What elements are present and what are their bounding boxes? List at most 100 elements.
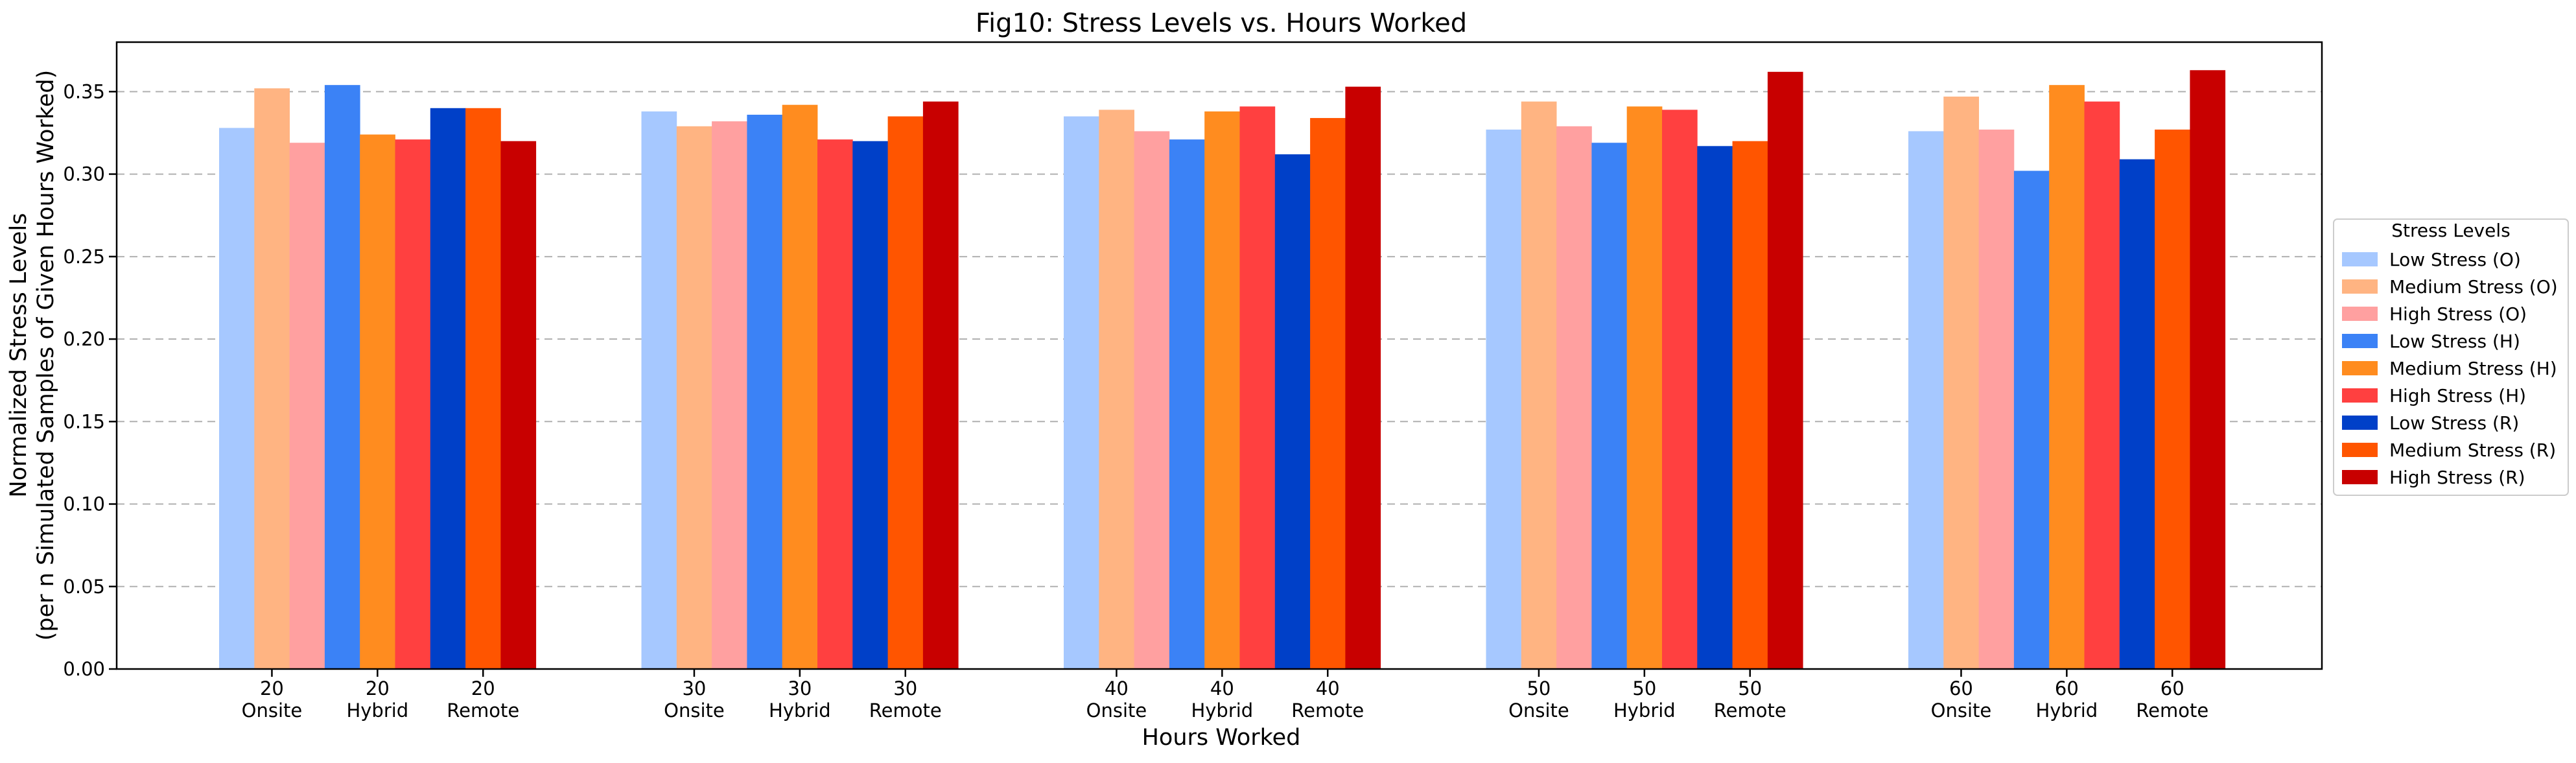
- legend: Stress Levels Low Stress (O) Medium Stres…: [2333, 218, 2569, 496]
- bar: [1908, 131, 1944, 670]
- legend-swatch: [2342, 416, 2378, 430]
- bar: [922, 101, 959, 669]
- bar: [1345, 86, 1381, 670]
- bar: [219, 128, 255, 670]
- bar: [2013, 170, 2050, 669]
- x-tick-hours: 20: [260, 677, 284, 699]
- x-tick-hours: 60: [1949, 677, 1973, 699]
- bar: [1239, 106, 1276, 669]
- x-tick-mode: Onsite: [1931, 699, 1992, 722]
- bar: [1134, 131, 1170, 670]
- bar: [2084, 101, 2120, 669]
- x-tick-hours: 30: [893, 677, 917, 699]
- bar: [1626, 106, 1663, 669]
- bar: [2190, 70, 2226, 670]
- x-tick-mode: Hybrid: [1191, 699, 1253, 722]
- bar: [1486, 129, 1522, 670]
- legend-label: High Stress (H): [2389, 385, 2526, 406]
- legend-label: Medium Stress (R): [2389, 440, 2556, 461]
- bar: [782, 104, 818, 669]
- x-tick-hours: 40: [1316, 677, 1340, 699]
- bar: [1099, 110, 1134, 669]
- bar: [289, 143, 325, 669]
- bar: [360, 134, 395, 670]
- bar: [2049, 85, 2085, 670]
- x-tick-mode: Remote: [1714, 699, 1786, 722]
- bar: [1064, 116, 1099, 669]
- legend-label: High Stress (O): [2389, 303, 2527, 325]
- bar: [817, 139, 853, 670]
- legend-label: Low Stress (H): [2389, 331, 2520, 352]
- bar: [1591, 143, 1628, 669]
- x-tick-mode: Onsite: [1086, 699, 1147, 722]
- plot-frame: [115, 41, 2323, 670]
- legend-label: Low Stress (R): [2389, 412, 2519, 434]
- bar: [852, 141, 888, 669]
- bar: [1943, 96, 1979, 669]
- bar: [1732, 141, 1768, 669]
- x-tick-hours: 50: [1738, 677, 1762, 699]
- x-tick-hours: 50: [1632, 677, 1656, 699]
- bar: [254, 88, 290, 669]
- y-axis-label-line-2: (per n Simulated Samples of Given Hours …: [33, 70, 59, 641]
- legend-items: Low Stress (O) Medium Stress (O) High Stre…: [2342, 249, 2558, 488]
- y-tick-label: 0.15: [63, 410, 105, 432]
- legend-title: Stress Levels: [2391, 220, 2510, 241]
- legend-swatch: [2342, 252, 2378, 266]
- bar: [1310, 118, 1346, 670]
- legend-label: Medium Stress (H): [2389, 358, 2557, 379]
- bar: [1978, 129, 2015, 670]
- legend-label: Low Stress (O): [2389, 249, 2521, 270]
- y-tick-label: 0.00: [63, 658, 105, 680]
- bar: [887, 116, 924, 669]
- x-tick-hours: 60: [2160, 677, 2184, 699]
- x-axis-label: Hours Worked: [1142, 725, 1301, 751]
- bar: [395, 139, 431, 670]
- x-tick-mode: Onsite: [242, 699, 303, 722]
- bar: [2119, 159, 2155, 669]
- bar: [747, 114, 783, 670]
- bar: [500, 141, 537, 669]
- bar: [712, 121, 747, 670]
- y-tick-label: 0.05: [63, 576, 105, 598]
- legend-swatch: [2342, 388, 2378, 403]
- legend-swatch: [2342, 307, 2378, 321]
- y-axis-label: Normalized Stress Levels (per n Simulate…: [6, 70, 59, 641]
- bar: [1697, 146, 1733, 669]
- x-tick-mode: Onsite: [1508, 699, 1569, 722]
- bar: [1556, 126, 1592, 669]
- bar: [430, 108, 466, 669]
- x-tick-hours: 60: [2055, 677, 2079, 699]
- bar: [324, 85, 360, 670]
- bar: [1274, 154, 1311, 669]
- legend-swatch: [2342, 361, 2378, 375]
- bar: [1767, 71, 1803, 670]
- bar: [641, 111, 677, 669]
- bar: [1204, 111, 1240, 669]
- x-tick-mode: Hybrid: [2035, 699, 2098, 722]
- legend-swatch: [2342, 334, 2378, 348]
- x-tick-hours: 20: [471, 677, 495, 699]
- bar: [1662, 110, 1698, 669]
- x-tick-mode: Remote: [447, 699, 519, 722]
- bar: [1521, 101, 1557, 669]
- y-axis-label-line-1: Normalized Stress Levels: [6, 213, 32, 498]
- bar: [2155, 129, 2190, 670]
- y-tick-label: 0.10: [63, 493, 105, 515]
- y-tick-label: 0.20: [63, 328, 105, 350]
- legend-label: Medium Stress (O): [2389, 276, 2558, 298]
- x-tick-mode: Remote: [869, 699, 942, 722]
- x-axis-ticks: 20Onsite20Hybrid20Remote30Onsite30Hybrid…: [242, 669, 2208, 722]
- legend-swatch: [2342, 279, 2378, 294]
- x-tick-mode: Onsite: [664, 699, 725, 722]
- y-tick-label: 0.30: [63, 163, 105, 185]
- x-tick-mode: Hybrid: [1613, 699, 1676, 722]
- y-tick-label: 0.35: [63, 80, 105, 102]
- bar: [1169, 139, 1205, 670]
- x-tick-mode: Hybrid: [769, 699, 831, 722]
- bars: [219, 70, 2226, 670]
- x-tick-mode: Remote: [2136, 699, 2208, 722]
- chart-title: Fig10: Stress Levels vs. Hours Worked: [976, 8, 1467, 38]
- legend-frame: [2333, 218, 2569, 496]
